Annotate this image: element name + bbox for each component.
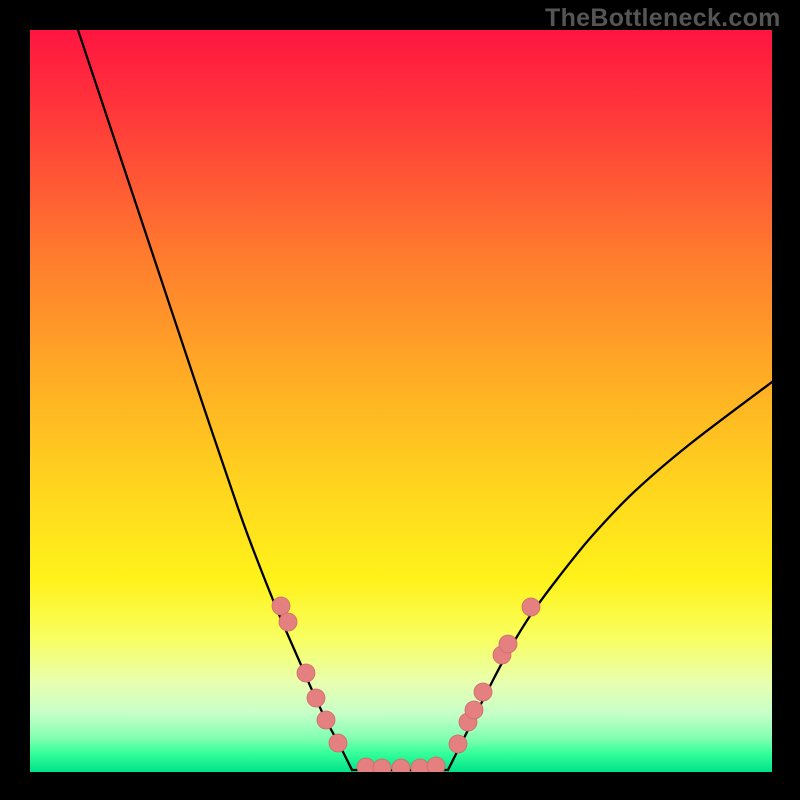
data-marker [449,735,467,753]
plot-area [30,30,772,772]
data-marker [317,711,335,729]
data-marker [474,683,492,701]
data-marker [297,664,315,682]
data-marker [272,597,290,615]
gradient-bg [30,30,772,772]
data-marker [427,757,445,772]
chart-canvas: TheBottleneck.com [0,0,800,800]
data-marker [522,598,540,616]
data-marker [499,635,517,653]
data-marker [465,701,483,719]
data-marker [357,758,375,772]
data-marker [329,734,347,752]
data-marker [307,689,325,707]
watermark-text: TheBottleneck.com [545,4,781,33]
plot-svg [30,30,772,772]
data-marker [279,613,297,631]
